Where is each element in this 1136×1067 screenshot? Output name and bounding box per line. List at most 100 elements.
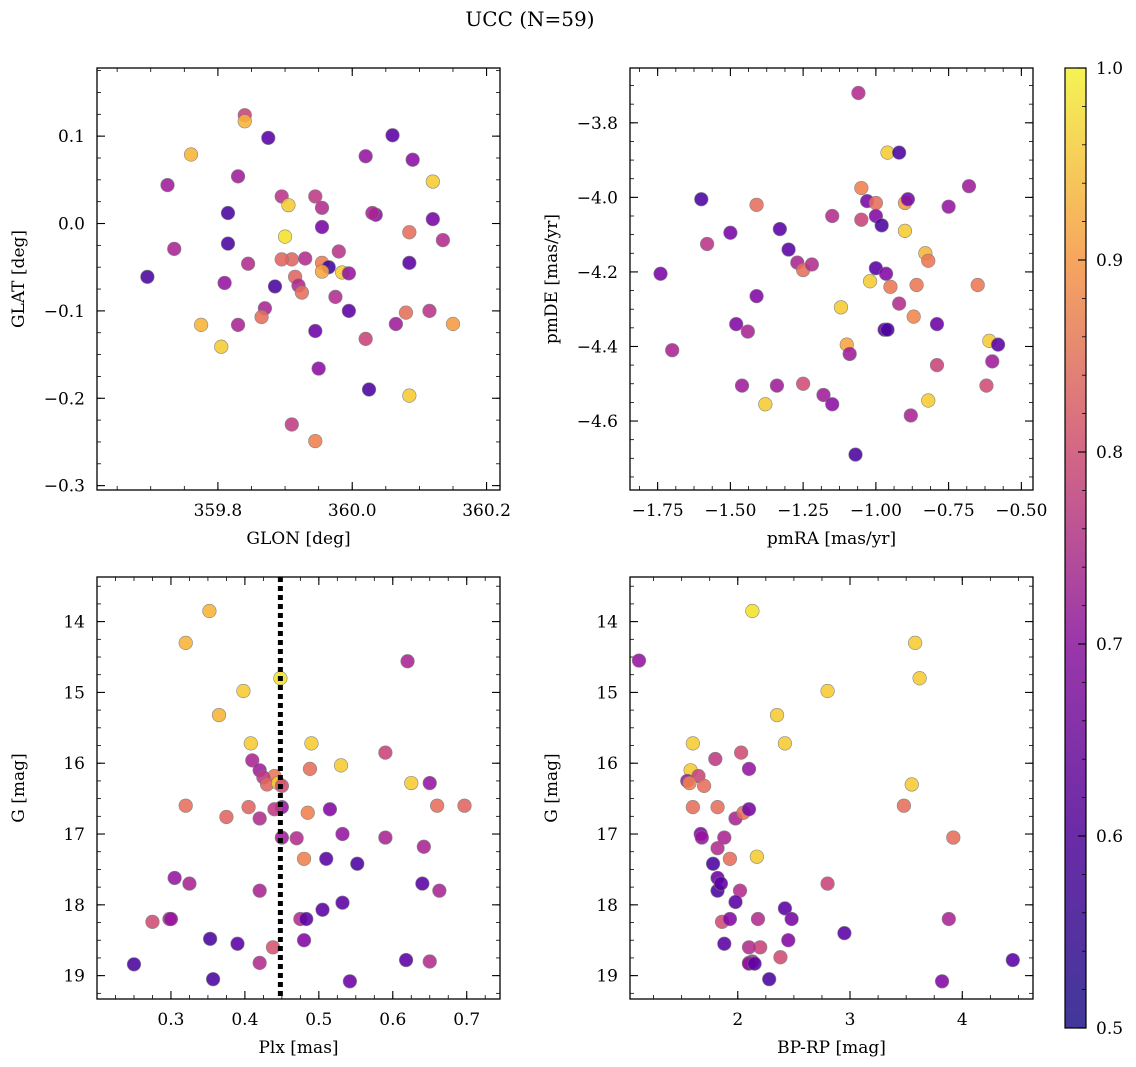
data-point <box>653 266 668 281</box>
data-point <box>734 378 750 393</box>
data-point <box>230 169 246 184</box>
data-point <box>274 252 289 267</box>
data-point <box>241 256 256 271</box>
data-point <box>163 911 179 927</box>
data-point <box>710 800 725 815</box>
data-point <box>341 303 356 318</box>
data-point <box>729 317 744 332</box>
data-point <box>781 933 796 948</box>
data-point <box>267 802 282 817</box>
data-point <box>178 635 193 650</box>
data-point <box>854 180 869 196</box>
data-point <box>314 264 330 279</box>
data-point <box>294 285 309 300</box>
data-point <box>422 954 437 969</box>
data-point <box>385 128 400 143</box>
data-point <box>405 152 420 167</box>
y-tick-label: 16 <box>596 754 618 774</box>
data-point <box>705 856 721 871</box>
data-point <box>825 397 840 412</box>
data-point <box>217 275 232 291</box>
data-point <box>713 876 729 891</box>
data-point <box>749 849 764 864</box>
x-tick-label: 0.7 <box>453 1010 480 1030</box>
data-point <box>862 274 878 289</box>
data-point <box>311 361 326 376</box>
x-tick-label: −0.75 <box>923 501 975 521</box>
data-point <box>685 800 700 815</box>
data-point <box>912 671 927 686</box>
data-point <box>425 212 440 227</box>
data-point <box>837 926 852 941</box>
x-tick-label: 359.8 <box>194 501 243 521</box>
data-point <box>402 388 417 403</box>
data-point <box>145 914 160 929</box>
data-point <box>140 269 155 284</box>
data-point <box>298 251 313 266</box>
data-point <box>896 798 912 813</box>
x-axis-label: GLON [deg] <box>246 529 350 549</box>
y-tick-label: 16 <box>63 754 85 774</box>
x-tick-label: 360.2 <box>462 501 511 521</box>
data-point <box>358 149 373 164</box>
data-point <box>245 753 260 768</box>
data-point <box>205 972 221 987</box>
plot-frame <box>629 67 1034 491</box>
data-point <box>296 933 312 948</box>
x-tick-label: 0.3 <box>157 1010 184 1030</box>
data-point <box>160 177 175 193</box>
data-point <box>946 830 961 845</box>
data-point <box>851 85 866 101</box>
data-point <box>941 911 956 927</box>
data-point <box>878 266 894 281</box>
data-point <box>921 253 936 268</box>
data-point <box>897 223 913 239</box>
data-point <box>750 911 766 927</box>
data-point <box>378 745 393 760</box>
data-point <box>842 346 857 362</box>
x-tick-label: 0.6 <box>379 1010 406 1030</box>
data-point <box>194 317 209 332</box>
y-tick-label: 0.0 <box>58 215 85 235</box>
data-point <box>762 972 777 987</box>
data-point <box>281 198 296 213</box>
data-point <box>740 324 755 339</box>
data-point <box>445 316 461 332</box>
data-point <box>202 603 217 619</box>
y-tick-label: 14 <box>596 613 618 633</box>
data-point <box>868 195 883 211</box>
data-point <box>230 317 246 332</box>
figure-title: UCC (N=59) <box>465 7 594 31</box>
data-point <box>906 309 921 324</box>
data-point <box>402 225 417 240</box>
data-point <box>741 802 757 817</box>
y-axis-label: G [mag] <box>542 753 562 822</box>
data-point <box>167 870 182 886</box>
data-point <box>252 883 267 898</box>
data-point <box>126 957 142 972</box>
data-point <box>929 317 945 332</box>
panel-bprp-g: 2 3 4 14 15 16 17 18 19 BP-RP [mag] G [mag] <box>542 576 1034 1058</box>
data-point <box>341 266 356 281</box>
data-point <box>252 811 267 826</box>
data-point <box>777 736 793 751</box>
y-tick-label: 14 <box>63 613 85 633</box>
data-point <box>432 883 447 898</box>
x-tick-label: 0.4 <box>231 1010 258 1030</box>
data-point <box>717 830 732 845</box>
data-point <box>398 305 414 320</box>
data-point <box>941 199 956 214</box>
data-point <box>430 798 445 813</box>
y-tick-label: 15 <box>596 683 618 703</box>
data-point <box>665 343 680 358</box>
data-point <box>182 876 197 891</box>
data-point <box>378 830 393 845</box>
data-point <box>252 955 267 970</box>
panel-plx-g: 0.3 0.4 0.5 0.6 0.7 14 15 16 17 18 19 Plx [mas] G [m… <box>9 576 501 1058</box>
data-point <box>328 289 343 305</box>
data-point <box>854 212 869 227</box>
data-point <box>985 354 1000 369</box>
data-point <box>425 174 440 189</box>
data-point <box>773 950 788 965</box>
data-point <box>398 952 414 968</box>
